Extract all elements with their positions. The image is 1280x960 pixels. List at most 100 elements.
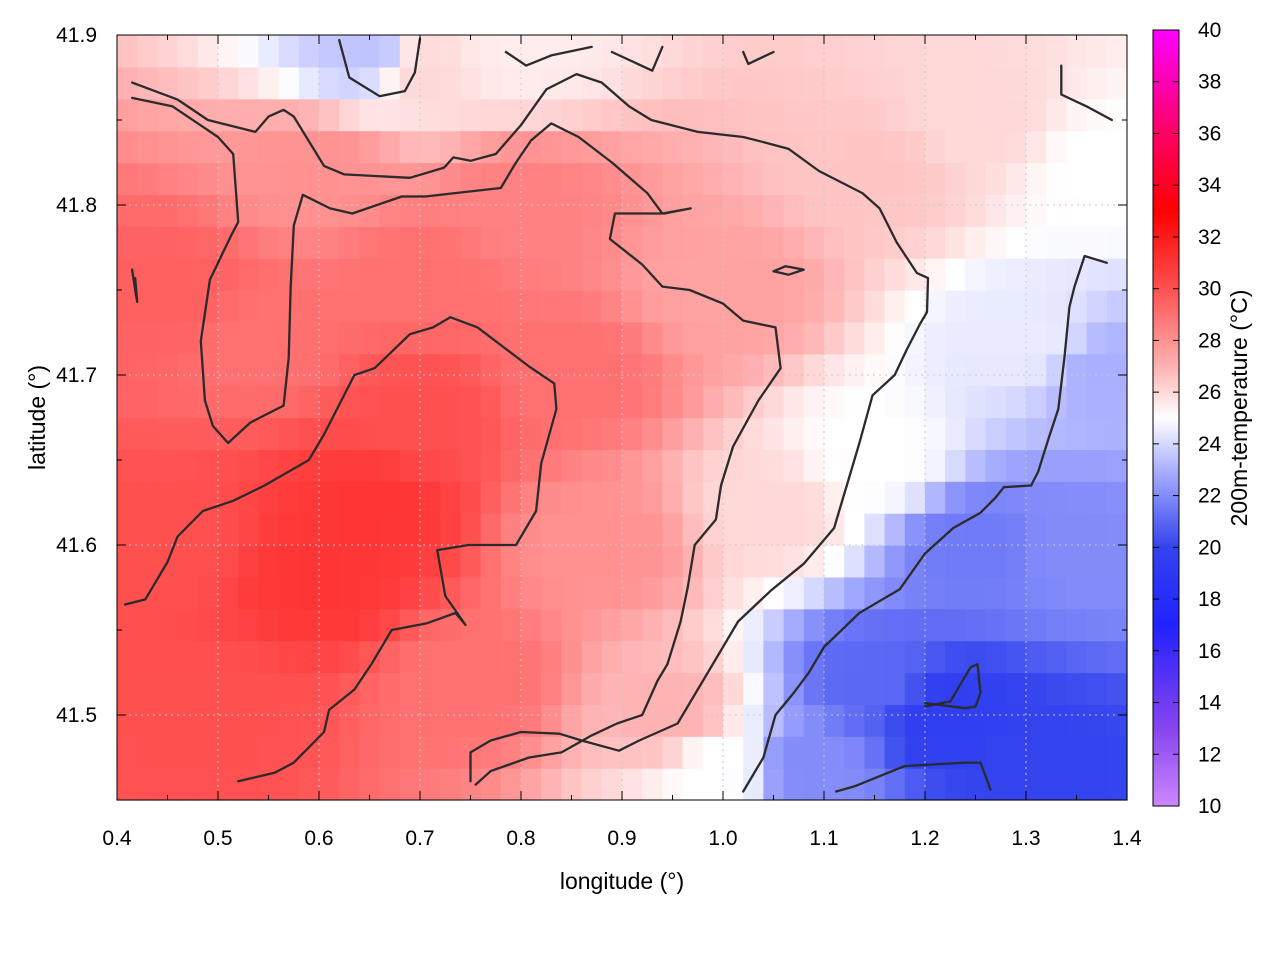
heatmap-cell <box>460 417 482 450</box>
heatmap-cell <box>238 353 259 387</box>
heatmap-cell <box>763 768 785 801</box>
heatmap-cell <box>319 768 340 801</box>
heatmap-cell <box>601 130 623 164</box>
heatmap-cell <box>702 704 724 737</box>
heatmap-cell <box>399 353 421 387</box>
heatmap-cell <box>601 162 623 195</box>
heatmap-cell <box>1066 321 1088 355</box>
heatmap-cell <box>864 353 886 387</box>
heatmap-cell <box>864 35 886 68</box>
heatmap-cell <box>642 353 663 387</box>
heatmap-cell <box>1026 35 1047 68</box>
heatmap-cell <box>1005 130 1027 164</box>
heatmap-cell <box>218 258 239 291</box>
heatmap-cell <box>945 513 966 546</box>
heatmap-cell <box>1086 481 1108 514</box>
y-axis-title: latitude (°) <box>24 365 50 470</box>
heatmap-cell <box>682 162 704 195</box>
heatmap-cell <box>723 226 744 259</box>
heatmap-cell <box>258 162 280 195</box>
colorbar-tick-label: 16 <box>1198 640 1221 663</box>
heatmap-cell <box>500 35 522 68</box>
heatmap-cell <box>177 162 199 195</box>
heatmap-cell <box>884 162 906 195</box>
heatmap-cell <box>561 608 583 642</box>
heatmap-cell <box>197 162 219 195</box>
heatmap-cell <box>339 449 360 482</box>
heatmap-cell <box>117 736 138 769</box>
heatmap-cell <box>945 321 966 355</box>
heatmap-cell <box>137 290 158 323</box>
heatmap-cell <box>238 672 259 705</box>
heatmap-cell <box>925 258 946 291</box>
heatmap-cell <box>521 449 542 482</box>
heatmap-cell <box>601 640 623 674</box>
heatmap-cell <box>601 768 623 801</box>
heatmap-cell <box>157 640 179 674</box>
x-tick-label: 1.4 <box>1112 827 1142 850</box>
heatmap-cell <box>359 98 381 132</box>
heatmap-cell <box>965 321 987 355</box>
heatmap-cell <box>1086 226 1108 259</box>
heatmap-cell <box>783 736 805 769</box>
heatmap-cell <box>278 353 300 387</box>
heatmap-cell <box>521 290 542 323</box>
heatmap-cell <box>319 417 340 450</box>
contour-line <box>742 50 775 66</box>
heatmap-cell <box>763 130 785 164</box>
heatmap-cell <box>1005 576 1027 610</box>
heatmap-cell <box>824 66 845 100</box>
heatmap-cell <box>743 66 764 100</box>
heatmap-cell <box>1066 385 1088 419</box>
heatmap-cell <box>339 130 360 164</box>
heatmap-cell <box>844 98 865 132</box>
contour-line <box>123 316 558 783</box>
heatmap-cell <box>420 66 441 100</box>
heatmap-cell <box>783 226 805 259</box>
heatmap-cell <box>662 545 684 578</box>
heatmap-cell <box>904 353 926 387</box>
heatmap-cell <box>601 98 623 132</box>
heatmap-cell <box>581 385 603 419</box>
heatmap-cell <box>137 258 158 291</box>
heatmap-cell <box>945 290 966 323</box>
heatmap-cell <box>763 98 785 132</box>
heatmap-cell <box>399 768 421 801</box>
contour-line <box>130 72 930 783</box>
heatmap-cell <box>440 768 461 801</box>
heatmap-cell <box>743 576 764 610</box>
y-tick-label: 41.7 <box>56 364 97 387</box>
heatmap-cell <box>359 768 381 801</box>
heatmap-cell <box>359 417 381 450</box>
heatmap-cell <box>420 98 441 132</box>
heatmap-cell <box>359 736 381 769</box>
heatmap-cell <box>177 290 199 323</box>
y-tick-label: 41.8 <box>56 194 97 217</box>
heatmap-cell <box>723 736 744 769</box>
heatmap-cell <box>137 640 158 674</box>
heatmap-cell <box>238 290 259 323</box>
heatmap-cell <box>541 513 562 546</box>
heatmap-cell <box>662 672 684 705</box>
heatmap-cell <box>763 545 785 578</box>
heatmap-cell <box>803 226 825 259</box>
heatmap-cell <box>743 545 764 578</box>
heatmap-cell <box>157 608 179 642</box>
x-axis-ticks: 0.4 0.5 0.6 0.7 0.8 0.9 1.0 1.1 1.2 1.3 1.4 <box>102 35 1142 850</box>
heatmap-cell <box>440 162 461 195</box>
heatmap-cell <box>622 545 643 578</box>
heatmap-cell <box>298 66 320 100</box>
heatmap-cell <box>399 226 421 259</box>
heatmap-cell <box>1106 576 1128 610</box>
heatmap-cell <box>480 66 502 100</box>
heatmap-cell <box>298 321 320 355</box>
heatmap-cell <box>1066 481 1088 514</box>
colorbar-tick-label: 12 <box>1198 743 1221 766</box>
heatmap-cell <box>238 226 259 259</box>
heatmap-cell <box>137 704 158 737</box>
heatmap-cell <box>1026 481 1047 514</box>
heatmap-cell <box>824 640 845 674</box>
heatmap-cell <box>1066 768 1088 801</box>
heatmap-cell <box>1046 704 1067 737</box>
heatmap-cell <box>864 290 886 323</box>
